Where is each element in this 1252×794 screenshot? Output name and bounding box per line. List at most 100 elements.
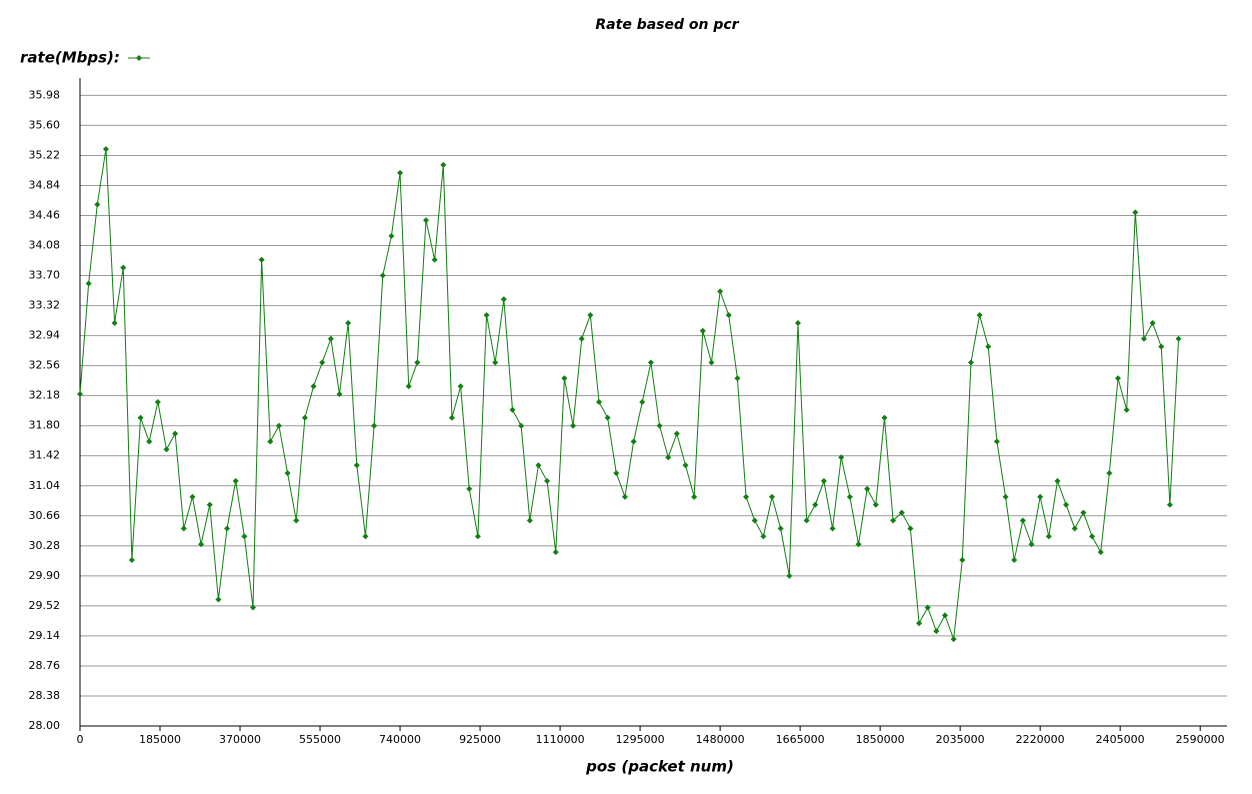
data-point xyxy=(829,525,836,532)
data-point xyxy=(518,422,525,429)
y-tick-label: 32.18 xyxy=(29,389,61,402)
data-point xyxy=(1037,493,1044,500)
data-point xyxy=(310,383,317,390)
y-tick-label: 31.04 xyxy=(29,479,61,492)
data-point xyxy=(431,256,438,263)
y-tick-label: 34.08 xyxy=(29,239,61,252)
data-point xyxy=(717,288,724,295)
data-point xyxy=(301,414,308,421)
data-point xyxy=(950,636,957,643)
data-point xyxy=(1166,501,1173,508)
data-point xyxy=(85,280,92,287)
data-point xyxy=(924,604,931,611)
data-point xyxy=(388,233,395,240)
data-point xyxy=(959,557,966,564)
chart-title: Rate based on pcr xyxy=(595,17,739,33)
data-point xyxy=(570,422,577,429)
data-point xyxy=(699,327,706,334)
data-point xyxy=(198,541,205,548)
data-point xyxy=(189,493,196,500)
data-point xyxy=(967,359,974,366)
x-tick-label: 740000 xyxy=(379,733,421,746)
data-point xyxy=(1011,557,1018,564)
data-point xyxy=(630,438,637,445)
data-point xyxy=(345,319,352,326)
data-line xyxy=(79,149,1180,640)
data-point xyxy=(405,383,412,390)
x-tick-label: 1850000 xyxy=(856,733,905,746)
data-point xyxy=(777,525,784,532)
data-point xyxy=(457,383,464,390)
data-point xyxy=(812,501,819,508)
data-point xyxy=(1175,335,1182,342)
data-point xyxy=(267,438,274,445)
x-tick-label: 555000 xyxy=(299,733,341,746)
x-tick-label: 2220000 xyxy=(1016,733,1065,746)
data-point xyxy=(820,478,827,485)
y-tick-label: 32.56 xyxy=(29,359,61,372)
data-point xyxy=(137,414,144,421)
data-point xyxy=(864,485,871,492)
data-point xyxy=(500,296,507,303)
data-point xyxy=(215,596,222,603)
y-tick-label: 31.42 xyxy=(29,449,61,462)
x-tick-label: 185000 xyxy=(139,733,181,746)
y-tick-label: 33.32 xyxy=(29,299,61,312)
data-point xyxy=(250,604,257,611)
data-point xyxy=(180,525,187,532)
data-point xyxy=(578,335,585,342)
data-point xyxy=(414,359,421,366)
data-point xyxy=(665,454,672,461)
data-point xyxy=(327,335,334,342)
data-point xyxy=(258,256,265,263)
data-point xyxy=(1132,209,1139,216)
data-point xyxy=(1071,525,1078,532)
y-tick-label: 29.90 xyxy=(29,569,61,582)
x-tick-label: 925000 xyxy=(459,733,501,746)
data-point xyxy=(596,399,603,405)
data-point xyxy=(448,414,455,421)
data-point xyxy=(102,146,109,153)
data-point xyxy=(336,391,343,398)
data-point xyxy=(647,359,654,366)
data-point xyxy=(708,359,715,366)
data-point xyxy=(1045,533,1052,540)
data-point xyxy=(128,557,135,564)
data-point xyxy=(94,201,101,208)
data-point xyxy=(466,485,473,492)
data-point xyxy=(604,414,611,421)
y-tick-label: 31.80 xyxy=(29,419,61,432)
y-tick-label: 34.84 xyxy=(29,178,61,191)
data-point xyxy=(751,517,758,524)
y-tick-label: 30.66 xyxy=(29,509,61,522)
data-point xyxy=(371,422,378,429)
x-tick-label: 1480000 xyxy=(696,733,745,746)
data-point xyxy=(786,572,793,579)
data-point xyxy=(284,470,291,477)
y-tick-label: 35.22 xyxy=(29,148,61,161)
data-point xyxy=(146,438,153,445)
data-point xyxy=(1106,470,1113,477)
data-point xyxy=(942,612,949,619)
data-point xyxy=(898,509,905,516)
data-point xyxy=(890,517,897,524)
data-point xyxy=(1080,509,1087,516)
x-tick-label: 1110000 xyxy=(536,733,585,746)
y-tick-label: 32.94 xyxy=(29,329,61,342)
data-point xyxy=(639,399,646,405)
data-point xyxy=(673,430,680,437)
data-point xyxy=(855,541,862,548)
x-tick-label: 370000 xyxy=(219,733,261,746)
data-point xyxy=(275,422,282,429)
legend-marker xyxy=(136,55,142,61)
y-tick-label: 28.00 xyxy=(29,719,61,732)
x-tick-label: 2590000 xyxy=(1176,733,1225,746)
data-point xyxy=(1019,517,1026,524)
data-point xyxy=(241,533,248,540)
data-point xyxy=(881,414,888,421)
data-point xyxy=(872,501,879,508)
y-tick-label: 28.38 xyxy=(29,689,61,702)
data-point xyxy=(552,549,559,556)
x-tick-label: 2405000 xyxy=(1096,733,1145,746)
data-point xyxy=(1089,533,1096,540)
